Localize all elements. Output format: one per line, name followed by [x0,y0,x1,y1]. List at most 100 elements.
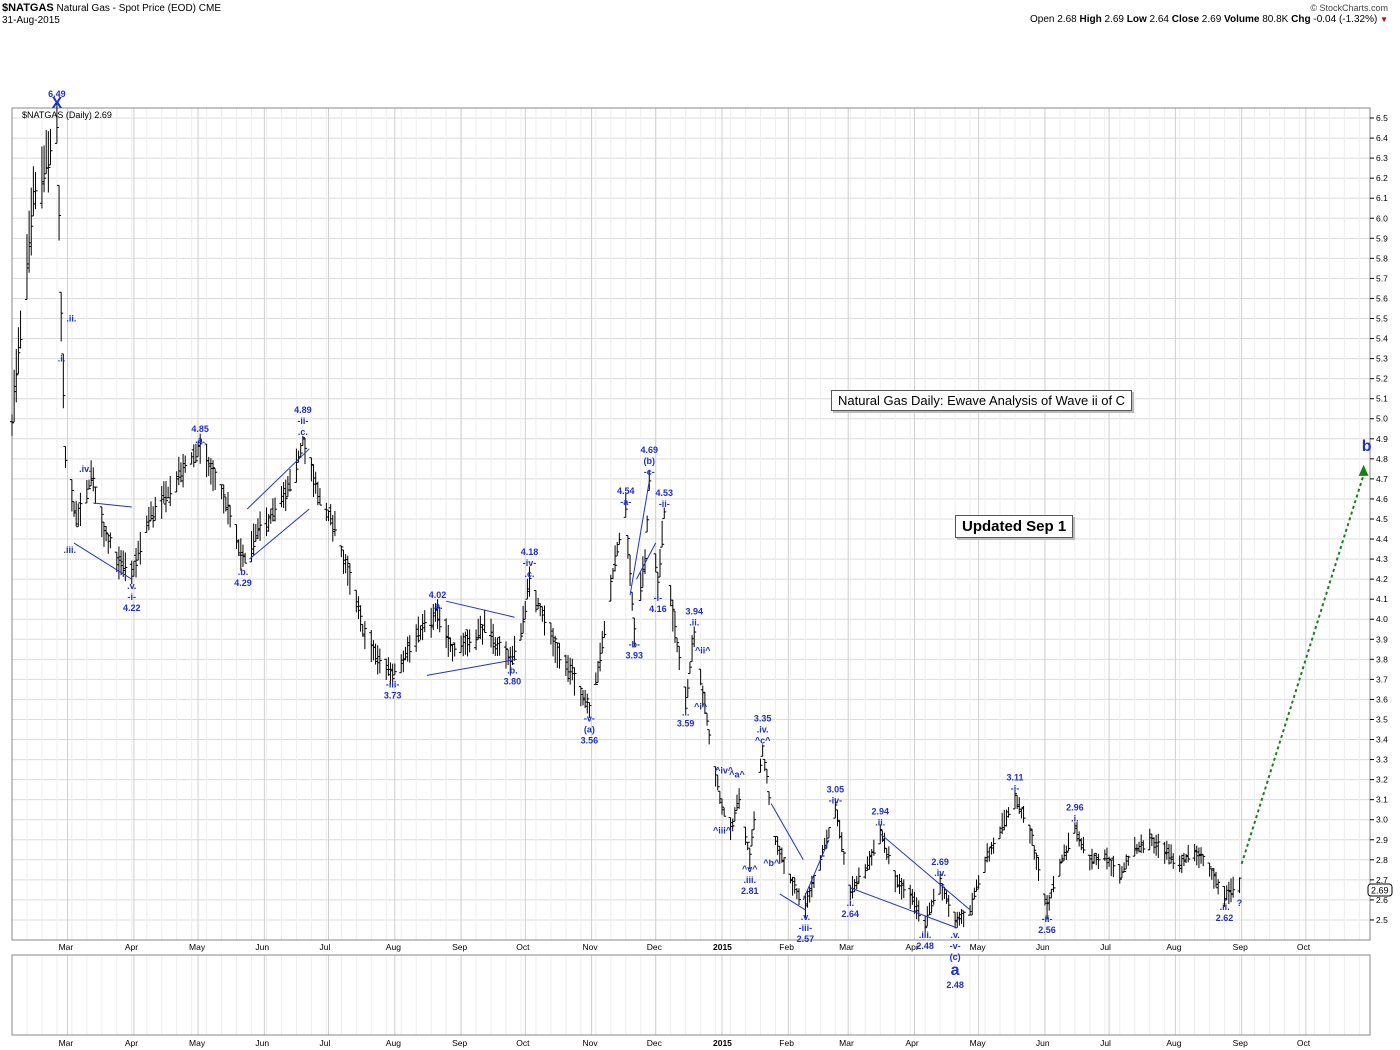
wave-label: 3.11-i- [1006,773,1023,794]
wave-label-text: ^b^ [763,858,780,868]
price-bar [929,899,934,914]
price-bar [927,902,932,916]
y-tick-label: 4.5 [1376,514,1388,524]
price-bar [101,521,106,547]
y-tick-label: 5.8 [1376,253,1388,263]
wave-label-text: .b. [238,567,249,577]
price-bar [512,635,517,661]
wave-label: 4.02.a. [429,590,447,611]
price-bar [961,910,966,928]
price-bar [587,701,592,718]
price-bar [401,650,406,673]
x-tick-label-top: Sep [1233,942,1248,952]
y-tick-label: 6.1 [1376,193,1388,203]
price-bar [221,484,226,514]
price-bar [570,658,575,681]
high-label: High [1079,14,1102,25]
price-bar [506,649,511,666]
y-tick-label: 5.6 [1376,293,1388,303]
price-bar [523,601,528,620]
price-bar [705,712,710,726]
price-bar [108,532,113,549]
y-tick-label: 3.5 [1376,714,1388,724]
price-bar [1034,852,1039,870]
price-bar [1032,844,1037,860]
x-tick-label-top: Dec [647,942,663,952]
wave-label-text: .i. [58,354,66,364]
price-bar [1109,859,1114,877]
wave-label-text: .v. [801,912,810,922]
wave-label: .i.2.64 [842,898,860,919]
x-tick-label-bottom: Jun [255,1038,269,1048]
price-bar [452,642,457,657]
price-bar [213,468,218,490]
x-tick-label-top: Aug [386,942,401,952]
wave-label-text: .iii. [744,875,757,885]
price-bar [1186,844,1191,863]
trendline [879,833,971,911]
price-bar [264,507,269,537]
price-bar [390,663,395,683]
price-bar [208,458,213,485]
price-bar [136,540,141,561]
wave-label: ^i^ [694,701,708,711]
price-bar [234,524,239,550]
wave-labels: 6.49X.ii..i..iv..iii..v.-i-4.224.85.a..b… [48,89,1242,990]
price-bar [713,766,718,787]
wave-label: 4.54-a- [617,486,635,507]
wave-label-text: ^c^ [755,736,771,746]
price-bar [931,888,936,905]
price-bar [422,610,427,633]
price-bar [914,897,919,920]
price-bar [643,549,648,575]
x-tick-label-bottom: Jul [320,1038,331,1048]
price-bar [193,443,198,463]
price-bar [461,632,466,657]
wave-label-text: ? [1237,898,1243,908]
wave-label-text: 2.69 [931,857,949,867]
x-tick-label-bottom: Sep [1233,1038,1248,1048]
wave-label-text: 3.94 [685,606,703,616]
wave-label: .v.-iii-2.57 [797,912,815,944]
trendline [629,480,650,596]
wave-label-text: -b- [629,639,641,649]
price-bar [1107,856,1112,867]
price-bar [1030,828,1035,846]
price-bar [551,627,556,657]
y-tick-label: 2.6 [1376,895,1388,905]
price-bar [1154,834,1159,856]
price-bar [18,310,23,349]
wave-label-text: 4.22 [123,603,141,613]
price-bar [598,642,603,672]
wave-label: -i-4.16 [649,593,667,614]
y-tick-label: 6.4 [1376,133,1388,143]
x-tick-label-top: May [970,942,987,952]
price-bar [752,811,757,831]
price-bar [1087,854,1092,871]
price-bar [625,535,630,559]
price-bar [518,623,523,641]
x-tick-label-bottom: Oct [1297,1038,1311,1048]
y-tick-label: 3.6 [1376,694,1388,704]
wave-label-text: .iv. [79,464,91,474]
price-bar [39,146,44,209]
price-bar [78,492,83,527]
price-bar [1122,862,1127,873]
ohlc-readout: Open 2.68 High 2.69 Low 2.64 Close 2.69 … [1030,14,1388,25]
price-bar [908,884,913,909]
trendline [73,542,133,580]
price-bar [166,486,171,499]
price-bar [74,500,79,527]
price-bar [1224,885,1229,901]
wave-label-text: 2.81 [741,886,759,896]
wave-label: 4.18-iv-.c. [521,547,539,579]
x-tick-label-bottom: Aug [386,1038,401,1048]
price-bar [585,693,590,714]
wave-label: .b.3.80 [504,665,522,686]
trendline [850,887,958,929]
wave-label-text: 3.80 [504,676,522,686]
wave-label-text: .iv. [934,868,946,878]
price-bar [542,605,547,636]
price-bar [219,484,224,500]
